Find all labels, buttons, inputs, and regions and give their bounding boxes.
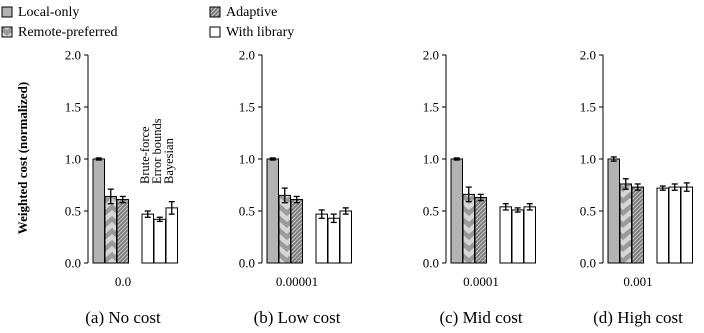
- panel-caption: (c) Mid cost: [439, 308, 522, 327]
- bar-brute-force: [141, 213, 154, 264]
- y-tick-label: 0.5: [423, 204, 439, 219]
- library-label-brute-force: Brute-force: [138, 126, 152, 184]
- bar-error-bounds: [327, 217, 340, 264]
- bar-error-bounds: [153, 218, 166, 264]
- legend-entry-remote-preferred: Remote-preferred: [1, 25, 118, 40]
- y-tick-label: 1.0: [423, 152, 439, 167]
- y-tick-label: 0.0: [580, 256, 596, 271]
- bar-local-only: [92, 158, 105, 264]
- y-tick-label: 1.0: [65, 152, 81, 167]
- panels: 0.0 0.5 1.0 1.5 2.0 0.0 (a) No cost Brute-force…: [65, 48, 693, 327]
- bar-brute-force: [315, 213, 328, 264]
- legend-label-remote-preferred: Remote-preferred: [18, 25, 118, 40]
- panel-4: 0.0 0.5 1.0 1.5 2.0 0.001 (d) High cost: [580, 48, 693, 327]
- legend-swatch-with-library: [209, 26, 221, 38]
- panel-caption: (b) Low cost: [254, 308, 341, 327]
- y-tick-label: 0.0: [239, 256, 255, 271]
- library-label-bayesian: Bayesian: [162, 137, 176, 184]
- y-tick-label: 0.5: [580, 204, 596, 219]
- y-tick-label: 0.0: [423, 256, 439, 271]
- bar-bayesian: [680, 186, 693, 264]
- legend: Local-only Adaptive Remote-preferred Wit…: [1, 5, 294, 40]
- legend-label-adaptive: Adaptive: [226, 5, 277, 20]
- bar-adaptive: [631, 186, 644, 264]
- y-tick-label: 2.0: [580, 48, 596, 63]
- bar-remote-preferred: [104, 195, 117, 264]
- y-tick-label: 1.5: [239, 100, 255, 115]
- panel-2: 0.0 0.5 1.0 1.5 2.0 0.00001 (b) Low cost: [239, 48, 352, 327]
- y-tick-label: 1.0: [239, 152, 255, 167]
- legend-swatch-adaptive: [209, 6, 221, 18]
- bar-error-bounds: [668, 186, 681, 264]
- bar-local-only: [607, 158, 620, 264]
- bar-remote-preferred: [462, 193, 475, 264]
- bar-adaptive: [290, 199, 303, 264]
- legend-entry-local-only: Local-only: [1, 5, 79, 20]
- bar-error-bounds: [511, 209, 524, 264]
- panel-1: 0.0 0.5 1.0 1.5 2.0 0.0 (a) No cost Brute-force…: [65, 48, 178, 327]
- bar-bayesian: [165, 207, 178, 264]
- y-tick-label: 0.5: [239, 204, 255, 219]
- x-tick-label: 0.001: [623, 274, 652, 289]
- y-tick-label: 1.0: [580, 152, 596, 167]
- y-tick-label: 2.0: [239, 48, 255, 63]
- legend-entry-adaptive: Adaptive: [209, 5, 277, 20]
- bar-adaptive: [116, 199, 129, 264]
- legend-label-with-library: With library: [226, 25, 294, 40]
- bar-local-only: [450, 158, 463, 264]
- legend-label-local-only: Local-only: [18, 5, 79, 20]
- x-tick-label: 0.0001: [463, 274, 499, 289]
- bar-brute-force: [656, 187, 669, 264]
- x-tick-label: 0.0: [115, 274, 131, 289]
- panel-caption: (d) High cost: [593, 308, 683, 327]
- legend-swatch-remote-preferred: [1, 26, 13, 38]
- panel-caption: (a) No cost: [85, 308, 161, 327]
- y-tick-label: 1.5: [580, 100, 596, 115]
- bar-bayesian: [339, 210, 352, 264]
- bar-adaptive: [474, 196, 487, 264]
- y-tick-label: 1.5: [65, 100, 81, 115]
- bar-remote-preferred: [619, 183, 632, 264]
- bar-brute-force: [499, 206, 512, 264]
- x-tick-label: 0.00001: [276, 274, 318, 289]
- y-tick-label: 0.0: [65, 256, 81, 271]
- library-label-error-bounds: Error bounds: [150, 118, 164, 184]
- bar-bayesian: [523, 206, 536, 264]
- y-axis-title: Weighted cost (normalized): [15, 82, 30, 234]
- y-tick-label: 1.5: [423, 100, 439, 115]
- bar-local-only: [266, 158, 279, 264]
- bar-remote-preferred: [278, 194, 291, 264]
- legend-entry-with-library: With library: [209, 25, 294, 40]
- y-tick-label: 2.0: [423, 48, 439, 63]
- legend-swatch-local-only: [1, 6, 13, 18]
- panel-3: 0.0 0.5 1.0 1.5 2.0 0.0001 (c) Mid cost: [423, 48, 536, 327]
- y-tick-label: 0.5: [65, 204, 81, 219]
- y-tick-label: 2.0: [65, 48, 81, 63]
